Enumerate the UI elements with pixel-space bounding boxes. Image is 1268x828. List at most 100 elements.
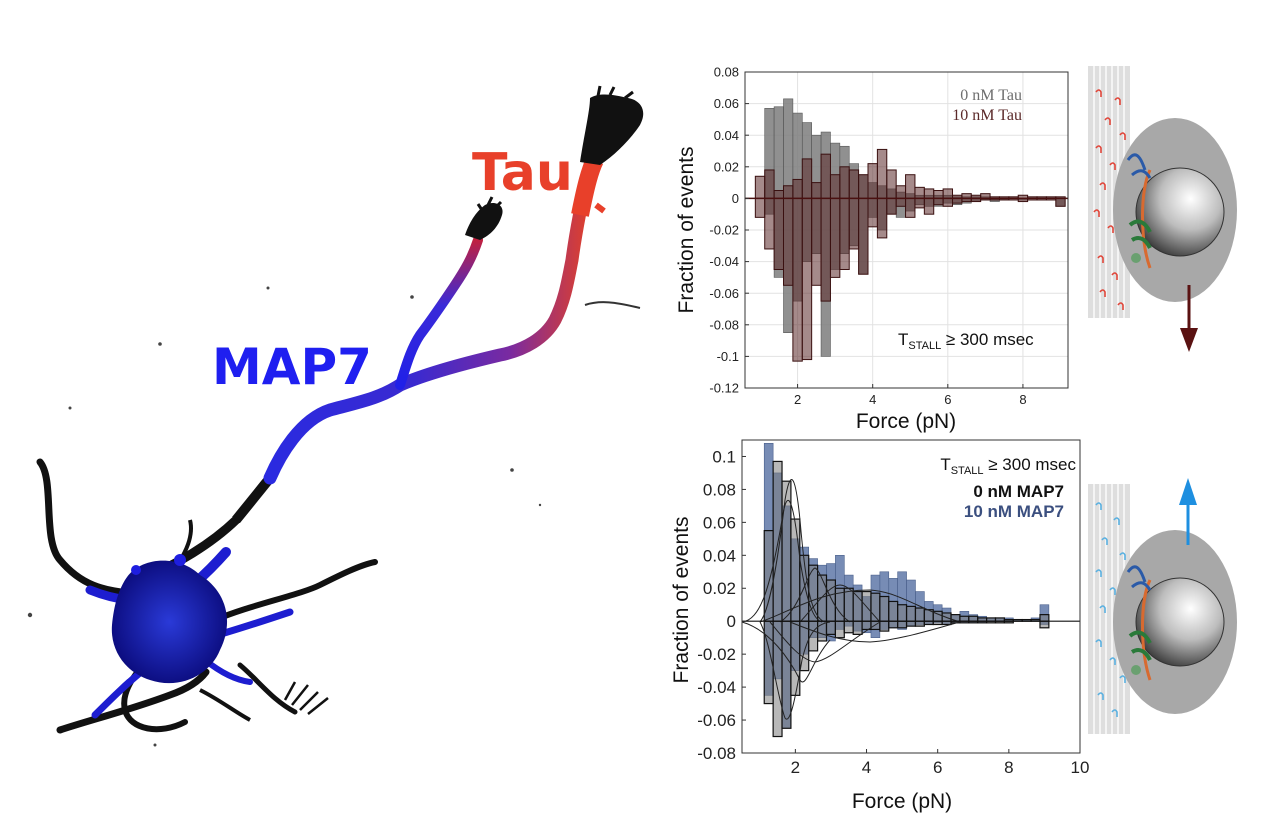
map7-xtick-label-3: 8 [1004,758,1013,777]
tau-bar-10-nm-tau-pos-12 [867,163,878,199]
map7-xtick-label-1: 4 [862,758,871,777]
tau-bar-10-nm-tau-pos-4 [792,178,803,199]
map7-stall-annotation: TSTALL ≥ 300 msec [940,455,1076,477]
map7-bar-0-nm-map7-neg-8 [825,620,836,635]
tau-ytick-label-1: -0.1 [717,349,739,364]
tau-xtick-label-0: 2 [794,392,801,407]
tau-bar-10-nm-tau-neg-11 [858,197,869,275]
tau-bar-10-nm-tau-pos-5 [801,158,813,199]
tau-molecules [1093,89,1126,310]
map7-xtick-label-2: 6 [933,758,942,777]
arrow-down-icon [1180,328,1198,352]
map7-bead-icon [1135,577,1225,667]
tau-bar-10-nm-tau-pos-0 [754,175,766,199]
tau-ytick-label-2: -0.08 [709,317,739,332]
map7-y-axis-label: Fraction of events [670,517,693,684]
map7-ytick-label-2: -0.04 [697,678,736,697]
tau-bar-10-nm-tau-neg-10 [848,197,860,250]
map7-bar-0-nm-map7-neg-4 [790,620,801,696]
map7-gaussian-fits [741,479,961,720]
tau-bar-10-nm-tau-neg-9 [839,197,850,270]
tau-stall-annotation: TSTALL ≥ 300 msec [898,330,1034,352]
tau-bar-0-nm-tau-pos-3 [783,98,794,199]
map7-ytick-label-0: -0.08 [697,744,736,763]
tau-bar-10-nm-tau-neg-20 [942,197,954,207]
tau-bar-10-nm-tau-pos-16 [905,174,916,199]
tau-bar-10-nm-tau-pos-17 [914,186,925,199]
map7-y-ticks: -0.08 -0.06 -0.04 -0.02 0 0.02 0.04 0.06 0.08 0.1 [697,447,746,763]
tau-bar-10-nm-tau-neg-15 [895,197,907,207]
tau-ytick-label-5: -0.02 [709,223,739,238]
map7-bar-0-nm-map7-neg-18 [914,620,925,627]
map7-xtick-label-0: 2 [791,758,800,777]
tau-bar-10-nm-tau-neg-2 [773,197,784,270]
map7-bar-0-nm-map7-neg-10 [843,620,854,634]
tau-bar-10-nm-tau-neg-0 [754,197,766,218]
tau-bar-10-nm-tau-neg-8 [829,197,841,278]
tau-bar-10-nm-tau-pos-3 [782,185,794,199]
tau-ytick-label-7: 0.02 [714,159,739,174]
map7-ytick-label-5: 0.02 [703,579,736,598]
map7-bar-0-nm-map7-neg-15 [888,620,899,629]
tau-bar-10-nm-tau-neg-6 [811,197,822,286]
tau-bar-10-nm-tau-pos-13 [876,148,888,199]
tau-y-axis-label: Fraction of events [675,147,698,314]
tau-bead-icon [1135,167,1225,257]
tau-bar-10-nm-tau-pos-18 [923,188,935,199]
map7-bar-0-nm-map7-pos-14 [879,595,890,622]
tau-bar-10-nm-tau-neg-12 [867,197,878,228]
map7-bar-0-nm-map7-pos-23 [959,615,970,622]
tau-bar-10-nm-tau-pos-2 [773,190,784,199]
map7-bar-0-nm-map7-pos-16 [897,604,908,622]
tau-x-axis-label: Force (pN) [856,410,956,433]
tau-ytick-label-8: 0.04 [714,128,739,143]
tau-ytick-label-3: -0.06 [709,286,739,301]
map7-ytick-label-6: 0.04 [703,546,736,565]
tau-bar-10-nm-tau-neg-16 [905,197,916,218]
legend-0nm-map7: 0 nM MAP7 [973,482,1064,501]
arrow-up-icon [1179,478,1197,505]
map7-bar-0-nm-map7-neg-16 [897,620,908,629]
tau-bar-10-nm-tau-pos-1 [764,169,775,199]
map7-bar-0-nm-map7-pos-15 [888,600,899,622]
tau-force-histogram: -0.12 -0.1 -0.08 -0.06 -0.04 -0.02 0 0.02 0.04 0.… [675,65,1069,433]
tau-bar-10-nm-tau-pos-8 [829,174,841,199]
map7-ytick-label-1: -0.06 [697,711,736,730]
map7-bar-0-nm-map7-neg-11 [852,620,863,635]
map7-molecules [1095,502,1126,717]
tau-xtick-label-1: 4 [869,392,876,407]
tau-bar-10-nm-tau-neg-7 [820,197,831,302]
map7-bar-0-nm-map7-pos-1 [763,530,774,622]
tau-bar-10-nm-tau-pos-6 [811,182,822,199]
map7-label: MAP7 [212,338,372,396]
tau-bar-10-nm-tau-pos-14 [886,169,897,199]
tau-bar-10-nm-tau-pos-20 [942,188,954,199]
tau-label: Tau [472,143,573,203]
map7-ytick-label-3: -0.02 [697,645,736,664]
map7-bar-0-nm-map7-pos-11 [852,590,863,622]
map7-ytick-label-4: 0 [727,612,736,631]
map7-x-ticks: 2 4 6 8 10 [791,749,1089,777]
tau-bar-0-nm-tau-pos-2 [773,106,784,199]
tau-ytick-label-9: 0.06 [714,96,739,111]
tau-bar-10-nm-tau-pos-10 [848,169,860,199]
tau-bar-10-nm-tau-neg-19 [933,197,944,206]
tau-xtick-label-3: 8 [1019,392,1026,407]
kinesin-foot-icon-2 [1131,665,1141,675]
map7-bar-0-nm-map7-neg-9 [834,620,845,639]
map7-x-axis-label: Force (pN) [852,790,952,813]
map7-plot-border [741,439,1081,754]
map7-bar-0-nm-map7-pos-18 [914,607,925,622]
legend-10nm-map7: 10 nM MAP7 [964,502,1064,521]
tau-bar-10-nm-tau-neg-3 [782,197,794,286]
tau-bar-10-nm-tau-neg-5 [801,197,813,361]
map7-bar-0-nm-map7-pos-32 [1039,614,1050,622]
map7-bar-0-nm-map7-pos-2 [772,460,783,622]
map7-ytick-label-9: 0.1 [712,447,736,466]
tau-bar-10-nm-tau-neg-32 [1055,197,1066,207]
map7-bar-0-nm-map7-neg-17 [905,620,917,627]
tau-bar-10-nm-tau-pos-9 [839,166,850,199]
map7-ytick-label-7: 0.06 [703,513,736,532]
tau-bar-10-nm-tau-neg-18 [923,197,935,215]
